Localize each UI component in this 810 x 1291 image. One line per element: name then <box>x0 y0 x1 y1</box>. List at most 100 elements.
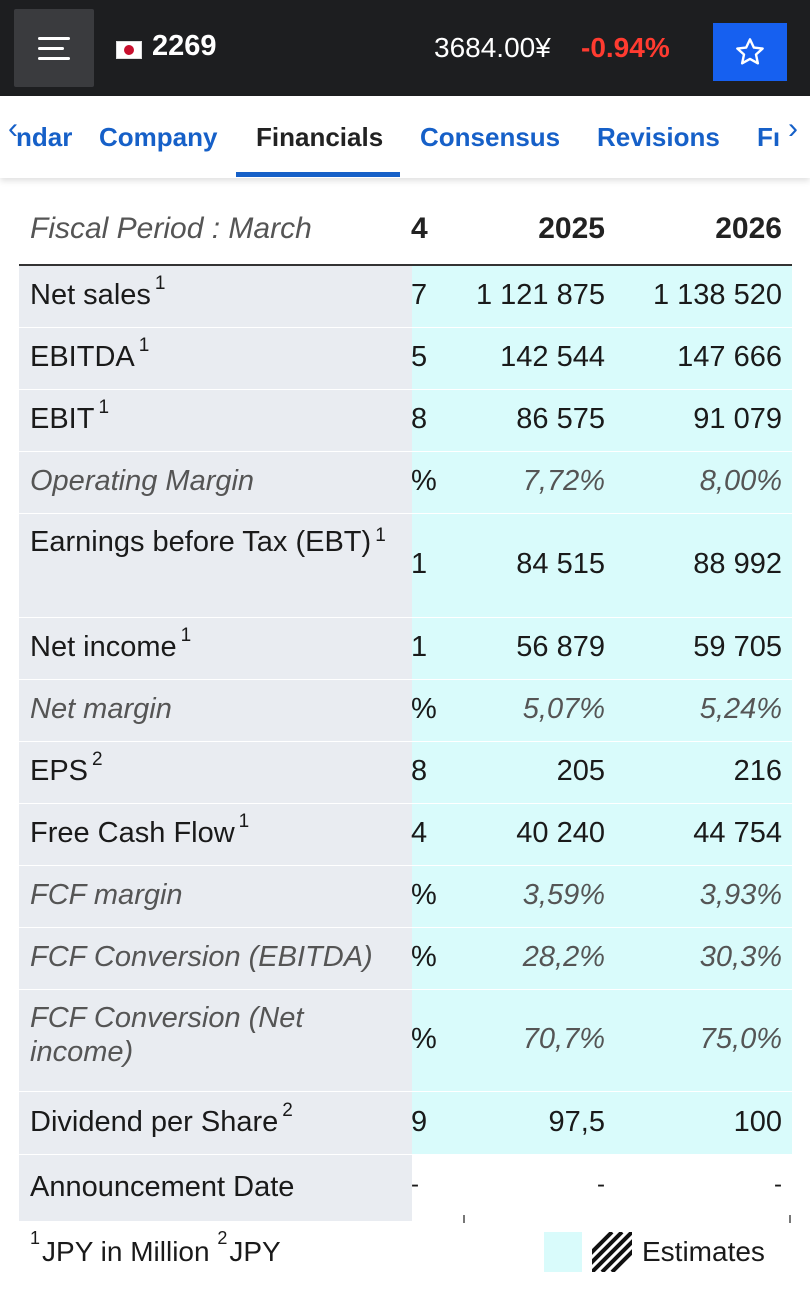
footnote-mark-1: 1 <box>30 1228 41 1248</box>
menu-icon-line <box>38 47 64 50</box>
chevron-right-icon[interactable]: › <box>788 112 798 145</box>
header-divider <box>19 264 792 266</box>
row-divider <box>19 989 792 990</box>
footnote-reference: 1 <box>180 625 192 646</box>
cell-2025: 84 515 <box>516 548 605 580</box>
menu-icon-line <box>38 57 70 60</box>
row-label-text: EBITDA <box>30 341 135 373</box>
cell-2025: - <box>597 1170 605 1198</box>
row-divider <box>19 327 792 328</box>
row-label-text: Free Cash Flow <box>30 817 235 849</box>
cell-prev-year: % <box>411 879 437 911</box>
row-label-text: Dividend per Share <box>30 1105 279 1138</box>
row-label-text: Net sales <box>30 279 151 311</box>
cell-2026: 147 666 <box>677 341 782 373</box>
hatch-legend-icon <box>592 1232 632 1272</box>
row-label: EPS 2 <box>30 749 103 788</box>
row-label-text: Announcement Date <box>30 1170 295 1203</box>
cell-prev-year: % <box>411 465 437 497</box>
row-label: Net sales 1 <box>30 273 165 312</box>
tab-next[interactable]: Fı <box>757 122 781 152</box>
column-header-2026: 2026 <box>715 212 782 245</box>
row-divider <box>19 927 792 928</box>
cell-2026: 216 <box>733 755 782 787</box>
watchlist-button[interactable] <box>713 23 787 81</box>
cell-prev-year: 8 <box>411 755 428 787</box>
row-divider <box>19 513 792 514</box>
cell-2026: 3,93% <box>699 879 782 911</box>
cell-2025: 97,5 <box>548 1105 605 1138</box>
label-column-background <box>19 265 412 1221</box>
scroll-tick <box>463 1215 465 1223</box>
row-label: Dividend per Share 2 <box>30 1100 293 1139</box>
star-icon <box>736 38 764 65</box>
cell-2026: 88 992 <box>693 548 782 580</box>
row-label: Free Cash Flow 1 <box>30 811 249 850</box>
row-label-text: Net income <box>30 631 177 663</box>
row-divider <box>19 1154 792 1155</box>
estimates-background <box>412 265 792 1154</box>
stock-price: 3684.00¥ <box>434 32 551 63</box>
footnote-mark-2: 2 <box>217 1228 228 1248</box>
footnote-text-2: JPY <box>229 1236 281 1267</box>
active-tab-indicator <box>236 172 400 177</box>
tab-financials[interactable]: Financials <box>256 122 384 152</box>
cell-2025: 1 121 875 <box>475 279 605 311</box>
row-divider <box>19 451 792 452</box>
row-divider <box>19 1091 792 1092</box>
row-label-text: Earnings before Tax (EBT) <box>30 526 372 558</box>
price-change: -0.94% <box>581 32 670 63</box>
row-label: FCF Conversion (EBITDA) <box>30 941 373 974</box>
footnote-reference: 1 <box>154 273 166 294</box>
row-divider <box>19 679 792 680</box>
column-header: 4 <box>411 212 428 245</box>
cell-2025: 70,7% <box>522 1023 605 1055</box>
footnote-reference: 1 <box>375 525 386 546</box>
row-label-text: Net margin <box>30 693 172 725</box>
row-label-text: FCF Conversion (Net income) <box>30 1002 304 1068</box>
row-label: EBIT 1 <box>30 397 109 436</box>
row-label: FCF Conversion (Net income) <box>30 1001 400 1069</box>
cell-2025: 142 544 <box>500 341 605 373</box>
cell-prev-year: 7 <box>411 279 428 311</box>
cell-2026: 30,3% <box>699 941 782 973</box>
japan-flag-icon <box>116 41 142 59</box>
tab-revisions[interactable]: Revisions <box>597 122 720 152</box>
cell-prev-year: 1 <box>411 548 428 580</box>
fiscal-period-label: Fiscal Period : March <box>30 212 312 245</box>
row-divider <box>19 865 792 866</box>
row-divider <box>19 389 792 390</box>
footnote-reference: 2 <box>282 1099 293 1121</box>
ticker-symbol[interactable]: 2269 <box>152 30 217 62</box>
chevron-left-icon[interactable]: ‹ <box>8 112 18 145</box>
cell-2025: 7,72% <box>522 465 605 497</box>
top-bar: 2269 3684.00¥ -0.94% <box>0 0 810 96</box>
footnote-reference: 1 <box>138 335 150 356</box>
menu-icon <box>38 37 70 40</box>
row-divider <box>19 741 792 742</box>
tab-company[interactable]: Company <box>99 122 218 152</box>
cell-2026: 44 754 <box>693 817 782 849</box>
row-label: Net income 1 <box>30 625 191 664</box>
cell-2026: 59 705 <box>693 631 782 663</box>
scroll-tick <box>789 1215 791 1223</box>
cell-prev-year: 9 <box>411 1105 428 1138</box>
cell-2025: 3,59% <box>522 879 605 911</box>
menu-button[interactable] <box>14 9 94 87</box>
footnote-text-1: JPY in Million <box>42 1236 210 1267</box>
tab-calendar[interactable]: ndar <box>16 122 73 152</box>
row-label: FCF margin <box>30 879 183 912</box>
units-footnote: 1JPY in Million 2JPY <box>30 1228 281 1268</box>
row-label: Net margin <box>30 693 172 726</box>
row-label: Operating Margin <box>30 465 254 498</box>
cell-2026: - <box>774 1170 782 1198</box>
cell-2025: 86 575 <box>516 403 605 435</box>
cell-prev-year: 4 <box>411 817 428 849</box>
row-label-text: EBIT <box>30 403 95 435</box>
estimate-swatch <box>544 1232 582 1272</box>
cell-prev-year: - <box>411 1170 419 1198</box>
footnote-reference: 1 <box>238 811 250 832</box>
cell-2025: 205 <box>556 755 605 787</box>
tab-consensus[interactable]: Consensus <box>420 122 561 152</box>
row-divider <box>19 803 792 804</box>
